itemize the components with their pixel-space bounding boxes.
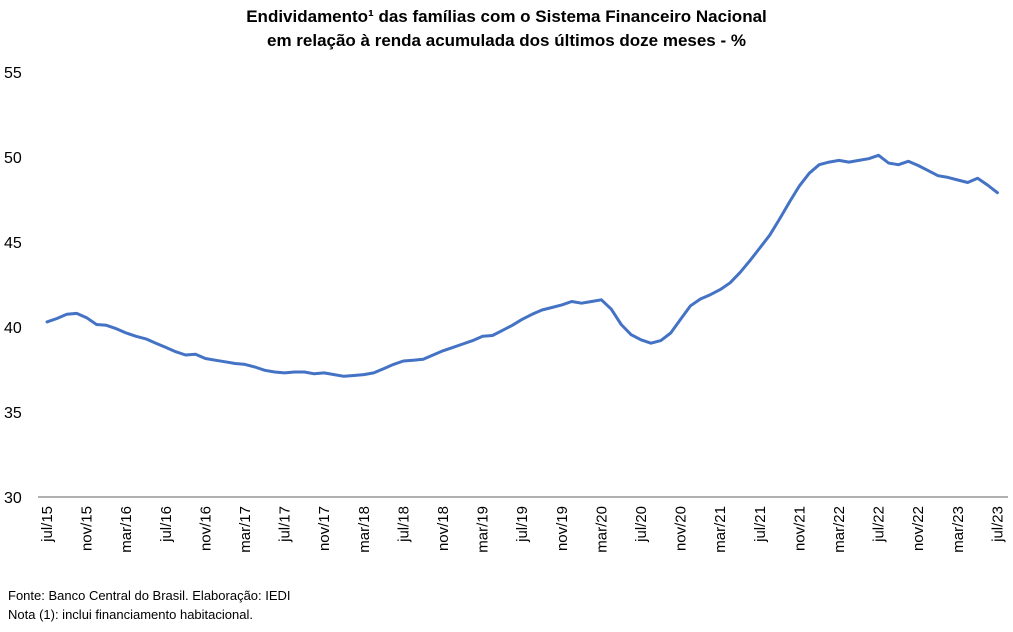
x-tick-label: jul/21 bbox=[752, 506, 769, 543]
x-tick-label: mar/21 bbox=[712, 506, 729, 553]
x-tick-label: jul/23 bbox=[989, 506, 1006, 543]
y-tick-label: 55 bbox=[4, 65, 22, 82]
chart-title-line-1: Endividamento¹ das famílias com o Sistem… bbox=[246, 7, 767, 26]
x-tick-label: nov/22 bbox=[910, 506, 927, 551]
x-tick-label: nov/18 bbox=[435, 506, 452, 551]
x-tick-label: nov/20 bbox=[673, 506, 690, 551]
x-tick-label: nov/16 bbox=[197, 506, 214, 551]
x-tick-label: mar/23 bbox=[950, 506, 967, 553]
x-tick-label: jul/19 bbox=[514, 506, 531, 543]
x-tick-label: nov/19 bbox=[554, 506, 571, 551]
y-tick-label: 40 bbox=[4, 320, 22, 337]
x-tick-label: mar/19 bbox=[475, 506, 492, 553]
x-tick-label: jul/22 bbox=[871, 506, 888, 543]
x-tick-label: nov/21 bbox=[791, 506, 808, 551]
x-tick-label: jul/18 bbox=[395, 506, 412, 543]
x-tick-label: mar/18 bbox=[356, 506, 373, 553]
data-line-series bbox=[45, 153, 999, 378]
x-tick-label: mar/17 bbox=[237, 506, 254, 553]
x-tick-label: mar/16 bbox=[118, 506, 135, 553]
y-tick-label: 45 bbox=[4, 235, 22, 252]
x-tick-label: jul/15 bbox=[39, 506, 56, 543]
note-text: Nota (1): inclui financiamento habitacio… bbox=[8, 607, 253, 622]
chart-title: Endividamento¹ das famílias com o Sistem… bbox=[0, 5, 1013, 53]
chart-title-line-2: em relação à renda acumulada dos últimos… bbox=[266, 31, 746, 50]
source-text: Fonte: Banco Central do Brasil. Elaboraç… bbox=[8, 588, 291, 603]
x-tick-label: jul/16 bbox=[158, 506, 175, 543]
chart-footer: Fonte: Banco Central do Brasil. Elaboraç… bbox=[8, 586, 291, 624]
x-tick-label: nov/15 bbox=[79, 506, 96, 551]
y-tick-label: 50 bbox=[4, 150, 22, 167]
x-tick-label: jul/17 bbox=[277, 506, 294, 543]
y-tick-label: 35 bbox=[4, 405, 22, 422]
x-tick-label: jul/20 bbox=[633, 506, 650, 543]
y-tick-label: 30 bbox=[4, 490, 22, 507]
x-tick-label: mar/20 bbox=[593, 506, 610, 553]
x-tick-label: nov/17 bbox=[316, 506, 333, 551]
x-tick-label: mar/22 bbox=[831, 506, 848, 553]
